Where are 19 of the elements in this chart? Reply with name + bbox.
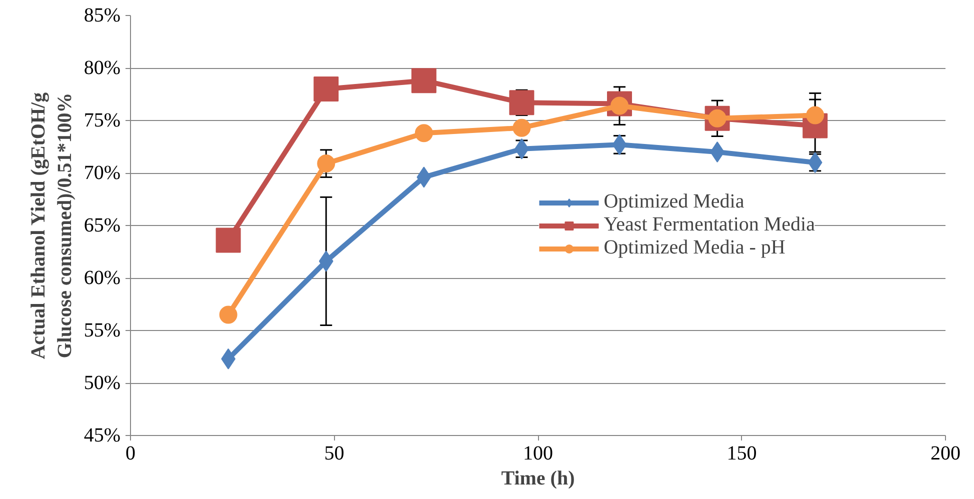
- y-axis-title: Actual Ethanol Yield (gEtOH/g Glucose consumed)/0.51*100%: [27, 92, 76, 360]
- y-tick-label: 70%: [84, 162, 121, 184]
- y-tick-label: 80%: [84, 57, 121, 79]
- y-tick-label: 65%: [84, 214, 121, 236]
- y-tick-label: 85%: [84, 4, 121, 26]
- y-tick-label: 55%: [84, 320, 121, 342]
- x-tick-label: 200: [930, 442, 960, 464]
- legend-label: Optimized Media - pH: [604, 236, 786, 260]
- y-tick-label: 60%: [84, 267, 121, 289]
- x-tick-label: 0: [126, 442, 136, 464]
- legend-label: Yeast Fermentation Media: [604, 214, 815, 236]
- x-tick-label: 100: [523, 442, 553, 464]
- x-tick-label: 50: [324, 442, 344, 464]
- x-tick-label: 150: [726, 442, 757, 464]
- legend-label: Optimized Media: [604, 190, 744, 214]
- y-tick-label: 75%: [84, 110, 121, 132]
- y-tick-label: 45%: [84, 424, 121, 446]
- x-axis-title: Time (h): [501, 468, 575, 490]
- y-tick-label: 50%: [84, 372, 121, 394]
